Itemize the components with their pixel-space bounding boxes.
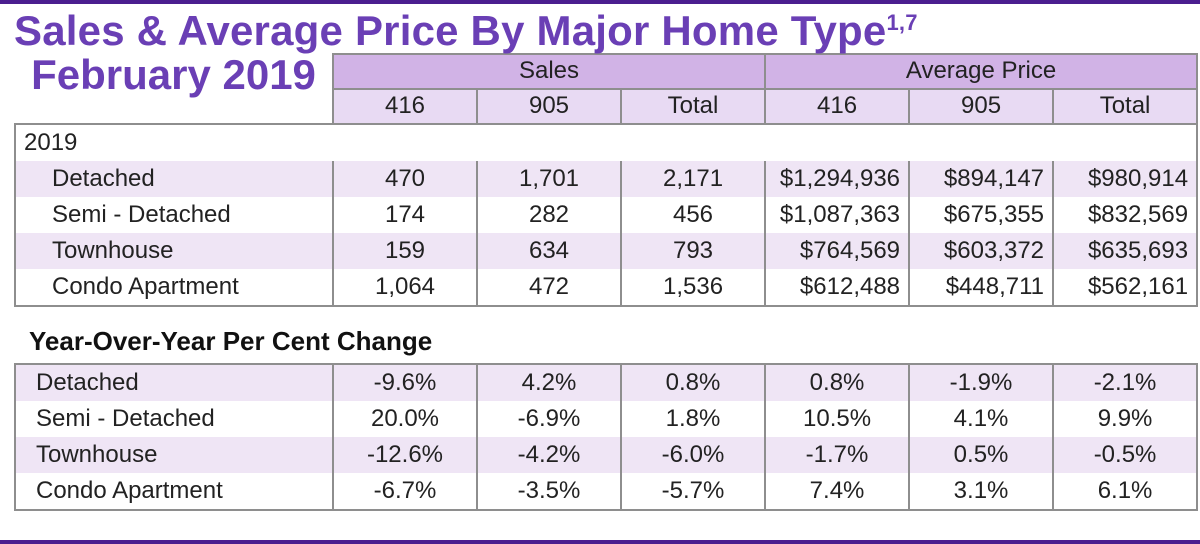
col-905-sales: 905 [477,89,621,124]
title-text: Sales & Average Price By Major Home Type [14,7,886,54]
table-row: Condo Apartment 1,064 472 1,536 $612,488… [15,269,1197,306]
col-total-sales: Total [621,89,765,124]
cell: $1,294,936 [765,161,909,197]
cell: 0.8% [765,364,909,401]
cell: $832,569 [1053,197,1197,233]
cell: -6.0% [621,437,765,473]
col-total-price: Total [1053,89,1197,124]
cell: 634 [477,233,621,269]
cell: $562,161 [1053,269,1197,306]
cell: $603,372 [909,233,1053,269]
report-frame: Sales & Average Price By Major Home Type… [0,0,1200,544]
yoy-title: Year-Over-Year Per Cent Change [15,320,1197,364]
year-label: 2019 [15,124,333,161]
cell: 9.9% [1053,401,1197,437]
header-group-row: February 2019 Sales Average Price [15,54,1197,89]
table-row: Semi - Detached 20.0% -6.9% 1.8% 10.5% 4… [15,401,1197,437]
cell: -12.6% [333,437,477,473]
cell: 0.8% [621,364,765,401]
cell: 10.5% [765,401,909,437]
cell: $612,488 [765,269,909,306]
cell: 174 [333,197,477,233]
row-label: Semi - Detached [15,401,333,437]
cell: $448,711 [909,269,1053,306]
table-row: Condo Apartment -6.7% -3.5% -5.7% 7.4% 3… [15,473,1197,510]
cell: -0.5% [1053,437,1197,473]
cell: 7.4% [765,473,909,510]
cell: $675,355 [909,197,1053,233]
cell: 282 [477,197,621,233]
cell: -4.2% [477,437,621,473]
year-row: 2019 [15,124,1197,161]
page-subtitle: February 2019 [15,54,332,97]
cell: -6.9% [477,401,621,437]
cell: -1.9% [909,364,1053,401]
spacer-row [15,306,1197,320]
cell: -9.6% [333,364,477,401]
cell: 1,701 [477,161,621,197]
cell: -6.7% [333,473,477,510]
cell: 0.5% [909,437,1053,473]
cell: 6.1% [1053,473,1197,510]
cell: 2,171 [621,161,765,197]
yoy-title-row: Year-Over-Year Per Cent Change [15,320,1197,364]
table-row: Townhouse -12.6% -4.2% -6.0% -1.7% 0.5% … [15,437,1197,473]
table-row: Detached -9.6% 4.2% 0.8% 0.8% -1.9% -2.1… [15,364,1197,401]
cell: 472 [477,269,621,306]
cell: -2.1% [1053,364,1197,401]
cell: $1,087,363 [765,197,909,233]
cell: 20.0% [333,401,477,437]
cell: 1,536 [621,269,765,306]
main-table: February 2019 Sales Average Price 416 90… [14,53,1198,511]
cell: 4.2% [477,364,621,401]
row-label: Condo Apartment [15,473,333,510]
cell: -1.7% [765,437,909,473]
row-label: Townhouse [15,233,333,269]
cell: $894,147 [909,161,1053,197]
cell: 1.8% [621,401,765,437]
cell: $980,914 [1053,161,1197,197]
cell: $635,693 [1053,233,1197,269]
row-label: Condo Apartment [15,269,333,306]
row-label: Semi - Detached [15,197,333,233]
table-row: Semi - Detached 174 282 456 $1,087,363 $… [15,197,1197,233]
cell: 470 [333,161,477,197]
row-label: Townhouse [15,437,333,473]
page-title: Sales & Average Price By Major Home Type… [14,10,1190,53]
col-416-price: 416 [765,89,909,124]
header-avgprice: Average Price [765,54,1197,89]
col-416-sales: 416 [333,89,477,124]
row-label: Detached [15,161,333,197]
header-sales: Sales [333,54,765,89]
table-row: Townhouse 159 634 793 $764,569 $603,372 … [15,233,1197,269]
table-row: Detached 470 1,701 2,171 $1,294,936 $894… [15,161,1197,197]
cell: 4.1% [909,401,1053,437]
cell: -5.7% [621,473,765,510]
cell: 456 [621,197,765,233]
cell: 3.1% [909,473,1053,510]
cell: 1,064 [333,269,477,306]
row-label: Detached [15,364,333,401]
title-footnote: 1,7 [886,10,917,35]
cell: 793 [621,233,765,269]
col-905-price: 905 [909,89,1053,124]
cell: $764,569 [765,233,909,269]
cell: -3.5% [477,473,621,510]
cell: 159 [333,233,477,269]
